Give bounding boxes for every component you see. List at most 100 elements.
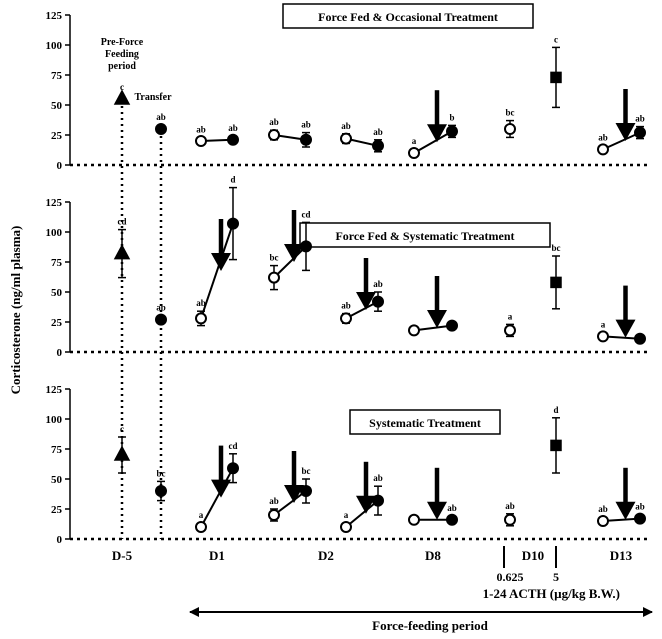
significance-label: ab [228,123,238,133]
connector-line [200,223,234,319]
data-point-circle [195,312,207,325]
data-point-square [550,71,562,84]
y-tick-label: 100 [46,227,63,239]
data-point-circle [155,313,167,326]
data-point-circle [268,509,280,521]
x-category-label: D2 [318,548,334,563]
pre-force-label-1: Pre-Force [101,37,144,48]
pre-force-label-3: period [108,61,136,72]
treatment-arrow-head [427,124,447,143]
significance-label: ab [156,303,166,313]
data-point-circle [634,126,646,139]
data-point-circle [634,332,646,345]
significance-label: bc [552,243,561,253]
y-tick-label: 50 [51,474,63,486]
period-label: Force-feeding period [372,618,488,633]
x-category-label: D-5 [112,548,133,563]
connector-line [602,335,641,340]
data-point-circle [504,123,516,135]
y-tick-label: 0 [57,347,63,359]
significance-label: ab [269,117,279,127]
data-point-circle [504,513,516,526]
data-point-circle [408,147,420,159]
data-point-circle [597,330,609,343]
data-point-circle [300,485,312,497]
significance-label: ab [156,112,166,122]
data-point-circle [195,135,207,147]
y-tick-label: 100 [46,414,63,426]
significance-label: ab [373,473,383,483]
data-point-circle [372,295,384,308]
treatment-arrow-head [615,319,636,338]
data-point-circle [340,312,352,325]
panel-title-box [282,3,534,29]
data-point-circle [340,521,352,533]
x-category-label: D1 [209,548,225,563]
data-point-circle [408,513,420,526]
treatment-arrow-head [615,501,636,520]
treatment-arrow-head [284,485,304,503]
panel-title: Systematic Treatment [369,416,481,430]
treatment-arrow-head [427,501,447,520]
significance-label: a [601,319,606,329]
panel-title-box [299,222,551,248]
data-point-triangle [113,89,131,105]
y-tick-label: 75 [51,70,63,82]
significance-label: cd [118,217,127,227]
treatment-arrow-head [356,292,376,310]
significance-label: d [230,175,235,185]
significance-label: c [120,424,124,434]
data-point-circle [155,485,167,497]
significance-label: ab [598,504,608,514]
significance-label: ab [301,120,311,130]
data-point-triangle [113,244,131,260]
data-point-circle [446,319,458,332]
data-point-circle [372,139,384,152]
y-tick-label: 125 [46,197,63,209]
significance-label: cd [229,441,238,451]
x-category-label: D10 [522,548,544,563]
data-point-circle [408,324,420,337]
treatment-arrow-head [427,310,447,328]
significance-label: ab [341,301,351,311]
connector-line [602,131,641,151]
data-point-circle [300,133,312,146]
significance-label: a [412,136,417,146]
acth-dose-label: 5 [553,570,559,584]
data-point-circle [268,271,280,284]
significance-label: ab [373,279,383,289]
y-tick-label: 25 [51,317,63,329]
data-point-circle [634,512,646,525]
transfer-label: Transfer [134,92,172,103]
data-point-circle [340,132,352,145]
panel-title: Force Fed & Occasional Treatment [318,10,498,24]
significance-label: ab [196,298,206,308]
significance-label: ab [635,114,645,124]
data-point-square [550,276,562,289]
y-tick-label: 0 [57,160,63,172]
y-tick-label: 25 [51,504,63,516]
data-point-circle [300,240,312,253]
y-tick-label: 50 [51,100,63,112]
significance-label: c [554,34,558,44]
significance-label: bc [506,108,515,118]
data-point-circle [227,133,239,146]
significance-label: ab [269,496,279,506]
y-tick-label: 0 [57,534,63,546]
significance-label: d [553,405,558,415]
data-point-circle [372,494,384,507]
data-point-circle [504,324,516,337]
data-point-triangle [113,445,131,461]
significance-label: bc [157,468,166,478]
connector-line [413,130,453,154]
data-point-circle [446,125,458,138]
treatment-arrow-head [284,244,304,262]
treatment-arrow-head [615,123,636,141]
y-tick-label: 125 [46,384,63,396]
y-axis-label: Corticosterone (ng/ml plasma) [8,226,23,395]
significance-label: ab [196,124,206,134]
significance-label: a [199,510,204,520]
treatment-arrow-head [211,479,231,498]
data-point-circle [268,129,280,141]
